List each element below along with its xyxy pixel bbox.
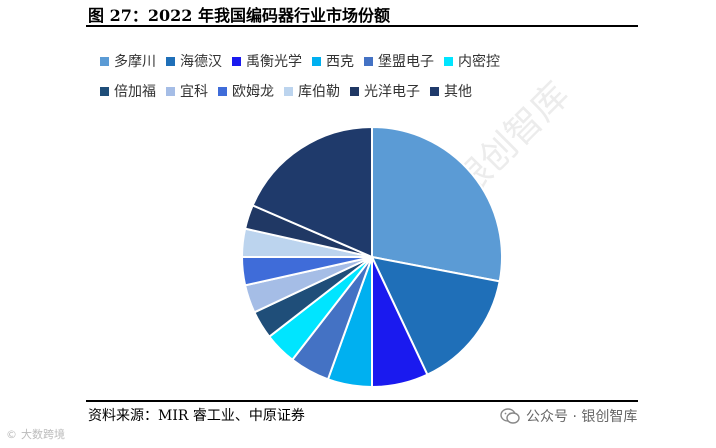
legend-swatch: [100, 86, 109, 96]
legend-label: 内密控: [458, 54, 500, 70]
legend-item: 堡盟电子: [364, 51, 434, 71]
legend-swatch: [166, 56, 175, 66]
watermark-logo-icon: ©: [6, 427, 17, 441]
wechat-label: 公众号 · 银创智库: [526, 409, 638, 425]
legend-label: 欧姆龙: [232, 84, 274, 100]
watermark-label: 大数跨境: [21, 428, 65, 441]
legend-label: 库伯勒: [298, 84, 340, 100]
legend-label: 光洋电子: [364, 84, 420, 100]
legend-item: 西克: [312, 51, 354, 71]
legend-item: 欧姆龙: [218, 81, 274, 101]
legend-swatch: [218, 86, 227, 96]
legend-label: 宜科: [180, 84, 208, 100]
legend-label: 禹衡光学: [246, 54, 302, 70]
legend-row: 倍加福 宜科 欧姆龙 库伯勒 光洋电子 其他: [100, 76, 640, 106]
legend-item: 其他: [430, 81, 472, 101]
legend-label: 海德汉: [180, 54, 222, 70]
legend-item: 宜科: [166, 81, 208, 101]
figure-title: 图 27：2022 年我国编码器行业市场份额: [88, 6, 390, 25]
chart-legend: 多摩川 海德汉 禹衡光学 西克 堡盟电子 内密控 倍加福 宜科 欧姆龙 库伯勒 …: [100, 46, 640, 106]
pie-slice: [370, 255, 501, 376]
legend-item: 倍加福: [100, 81, 156, 101]
legend-label: 其他: [444, 84, 472, 100]
source-note: 资料来源：MIR 睿工业、中原证券: [88, 408, 305, 424]
wechat-icon: [500, 408, 520, 424]
legend-swatch: [444, 56, 453, 66]
legend-item: 库伯勒: [284, 81, 340, 101]
legend-swatch: [100, 56, 109, 66]
legend-swatch: [232, 56, 241, 66]
legend-swatch: [284, 86, 293, 96]
legend-label: 堡盟电子: [378, 54, 434, 70]
pie-slice: [371, 125, 503, 283]
legend-swatch: [364, 56, 373, 66]
legend-swatch: [430, 86, 439, 96]
legend-item: 光洋电子: [350, 81, 420, 101]
legend-item: 内密控: [444, 51, 500, 71]
legend-swatch: [312, 56, 321, 66]
legend-item: 禹衡光学: [232, 51, 302, 71]
pie-slice: [251, 125, 373, 259]
bottom-rule: [86, 400, 638, 402]
legend-swatch: [350, 86, 359, 96]
legend-label: 多摩川: [114, 54, 156, 70]
legend-row: 多摩川 海德汉 禹衡光学 西克 堡盟电子 内密控: [100, 46, 640, 76]
legend-label: 西克: [326, 54, 354, 70]
top-rule: [86, 25, 638, 27]
watermark-bottom-left: © 大数跨境: [6, 426, 65, 442]
legend-label: 倍加福: [114, 84, 156, 100]
legend-swatch: [166, 86, 175, 96]
legend-item: 海德汉: [166, 51, 222, 71]
legend-item: 多摩川: [100, 51, 156, 71]
wechat-attribution: 公众号 · 银创智库: [500, 406, 637, 426]
